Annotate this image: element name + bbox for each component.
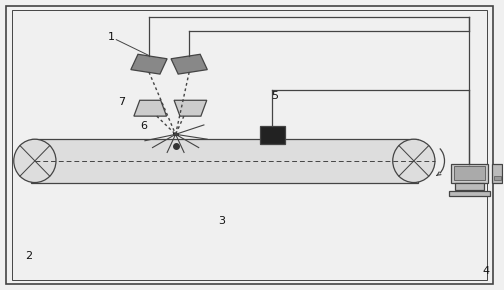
Bar	[131, 54, 167, 74]
Text: 7: 7	[118, 97, 125, 107]
Bar	[494, 176, 501, 180]
Text: 2: 2	[25, 251, 32, 261]
Bar	[31, 139, 418, 182]
Text: 6: 6	[141, 121, 148, 131]
Polygon shape	[174, 100, 207, 116]
Polygon shape	[134, 100, 166, 116]
Text: 5: 5	[271, 91, 278, 101]
Bar	[454, 166, 485, 180]
Bar	[449, 191, 490, 196]
Text: 1: 1	[108, 32, 115, 42]
Text: 3: 3	[218, 216, 225, 226]
Bar	[171, 54, 207, 74]
Bar	[172, 133, 178, 136]
Bar	[451, 164, 488, 182]
Bar	[455, 183, 484, 190]
Ellipse shape	[14, 139, 56, 182]
Ellipse shape	[393, 139, 435, 182]
Bar	[260, 126, 285, 144]
Text: 4: 4	[482, 266, 489, 275]
Bar	[492, 164, 502, 182]
